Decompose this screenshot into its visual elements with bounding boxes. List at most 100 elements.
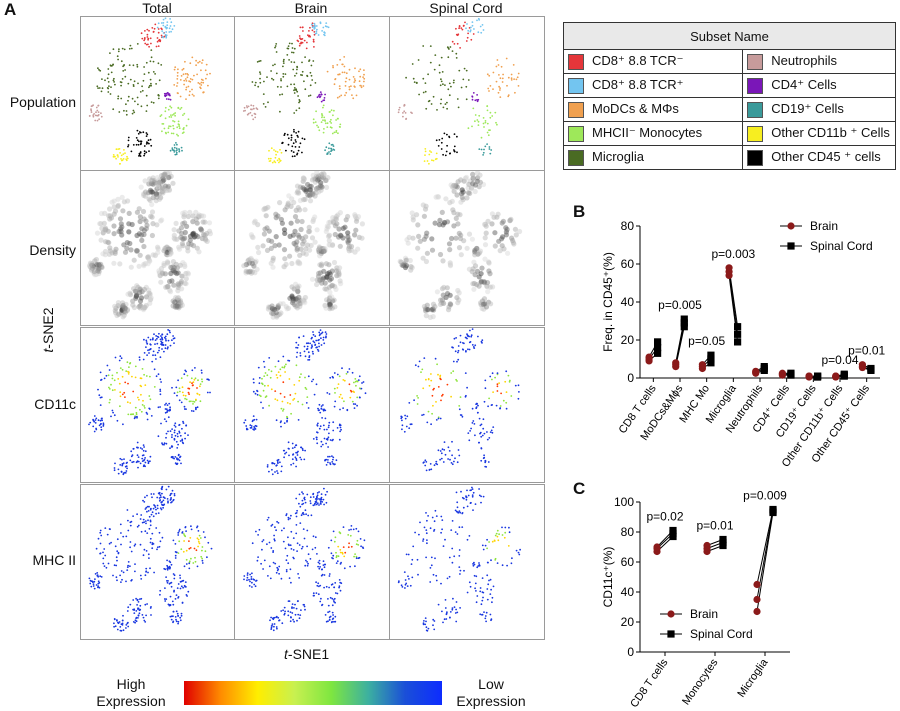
legend-label: MoDCs & MΦs <box>592 101 679 117</box>
legend-item-other-cd11b-cells: Other CD11b ⁺ Cells <box>742 121 896 146</box>
legend-swatch <box>747 149 764 166</box>
y-tick-label: 0 <box>627 645 634 659</box>
legend-label: CD4⁺ Cells <box>771 77 837 93</box>
p-value-microglia: p=0.009 <box>743 489 787 503</box>
legend-item-cd19-cells: CD19⁺ Cells <box>742 97 896 122</box>
tsne1-prefix: t <box>284 646 288 662</box>
point-brain <box>832 372 840 380</box>
category-group-microglia <box>725 264 742 346</box>
category-group-other-cd45-cells <box>858 361 875 374</box>
p-value-monocytes: p=0.01 <box>696 519 733 533</box>
tsne-cell-cd11c-brain <box>234 327 390 483</box>
legend-swatch <box>747 125 764 142</box>
point-brain <box>752 367 760 375</box>
subset-legend: Subset Name CD8⁺ 8.8 TCR⁻ Neutrophils CD8⁺… <box>562 22 896 170</box>
y-tick-label: 0 <box>627 371 634 385</box>
legend-item-microglia: Microglia <box>562 145 744 170</box>
point-spinal-cord <box>769 505 777 514</box>
legend-header: Subset Name <box>563 22 896 50</box>
category-group-cd4-cells <box>778 369 795 379</box>
category-group-cd8-t-cells <box>653 526 677 556</box>
point-brain <box>645 353 653 361</box>
x-tick-label-microglia: Microglia <box>735 656 771 700</box>
point-brain <box>858 361 866 369</box>
point-spinal-cord <box>707 351 715 359</box>
y-tick-label: 80 <box>621 525 635 539</box>
point-brain <box>703 541 711 550</box>
tsne-cell-density-total <box>80 170 236 326</box>
legend-item-cd8-8-8-tcr: CD8⁺ 8.8 TCR⁻ <box>562 49 744 74</box>
p-value-microglia: p=0.003 <box>711 247 755 261</box>
point-brain <box>753 607 761 616</box>
p-value-modcs-m-s: p=0.005 <box>658 298 702 312</box>
legend-swatch <box>568 125 584 142</box>
p-value-cd8-t-cells: p=0.02 <box>646 510 683 524</box>
point-spinal-cord <box>814 372 822 380</box>
tsne-cell-population-spinal-cord <box>389 16 545 172</box>
legend-marker-square <box>667 630 675 638</box>
legend-marker-circle <box>787 222 795 230</box>
colorbar-high-label: High Expression <box>86 676 176 710</box>
legend-label: MHCII⁻ Monocytes <box>592 125 703 141</box>
colorbar-low-label: Low Expression <box>446 676 536 710</box>
y-tick-label: 80 <box>621 219 635 233</box>
chart-c-cd11c: 0 20 40 60 80 100 CD11c⁺(%) CD8 T cells Monocyte… <box>601 489 790 708</box>
tsne-cell-density-brain <box>234 170 390 326</box>
chart-legend: Brain Spinal Cord <box>780 219 873 253</box>
colorbar-low-line1: Low <box>478 676 504 692</box>
tsne-cell-mhc-ii-total <box>80 484 236 640</box>
col-title-total: Total <box>142 0 172 16</box>
tsne2-text: SNE2 <box>40 307 56 345</box>
legend-item-neutrophils: Neutrophils <box>742 49 896 74</box>
point-brain <box>805 372 813 380</box>
y-axis-label: CD11c⁺(%) <box>601 547 615 608</box>
legend-swatch <box>568 101 584 118</box>
legend-swatch <box>568 77 584 94</box>
legend-item-cd8-8-8-tcr: CD8⁺ 8.8 TCR⁺ <box>562 73 744 98</box>
chart-legend: Brain Spinal Cord <box>660 607 753 641</box>
category-group-monocytes <box>703 535 727 556</box>
legend-label-spinal-cord: Spinal Cord <box>810 239 873 253</box>
panel-a-letter: A <box>4 0 17 19</box>
legend-label: Microglia <box>592 149 645 165</box>
category-group-neutrophils <box>752 363 768 377</box>
category-group-cd19-cells <box>805 372 822 381</box>
expression-colorbar <box>184 681 442 705</box>
legend-label: CD8⁺ 8.8 TCR⁻ <box>592 53 684 69</box>
point-spinal-cord <box>867 364 875 373</box>
row-label-mhcii: MHC II <box>32 552 76 568</box>
point-spinal-cord <box>734 338 742 346</box>
category-group-cd8-t-cells <box>645 338 662 365</box>
legend-label-brain: Brain <box>690 607 718 621</box>
point-spinal-cord <box>654 349 662 357</box>
tsne2-axis-label: t-SNE2 <box>40 307 56 353</box>
x-tick-label-cd8-t-cells: CD8 T cells <box>628 656 670 708</box>
category-group-microglia <box>753 505 777 616</box>
point-spinal-cord <box>707 355 715 363</box>
panel-c-letter: C <box>573 479 586 498</box>
tsne-cell-cd11c-spinal-cord <box>389 327 545 483</box>
point-spinal-cord <box>707 359 715 367</box>
y-tick-label: 40 <box>621 295 635 309</box>
legend-label: CD8⁺ 8.8 TCR⁺ <box>592 77 684 93</box>
point-spinal-cord <box>760 363 768 371</box>
point-spinal-cord <box>654 344 662 352</box>
panel-b-letter: B <box>573 202 586 221</box>
y-tick-label: 20 <box>621 615 635 629</box>
legend-marker-circle <box>667 610 675 618</box>
tsne-cell-mhc-ii-spinal-cord <box>389 484 545 640</box>
point-brain <box>725 264 733 272</box>
legend-swatch <box>747 53 764 70</box>
colorbar-high-line2: Expression <box>96 693 166 709</box>
y-axis-label: Freq. in CD45⁺(%) <box>601 252 615 352</box>
tsne-cell-population-total <box>80 16 236 172</box>
y-tick-label: 60 <box>621 257 635 271</box>
point-spinal-cord <box>734 323 742 331</box>
legend-label-spinal-cord: Spinal Cord <box>690 627 753 641</box>
legend-swatch <box>747 101 764 118</box>
point-brain <box>753 595 761 604</box>
point-spinal-cord <box>669 526 677 535</box>
legend-label: Other CD11b ⁺ Cells <box>771 125 890 141</box>
point-spinal-cord <box>680 315 688 323</box>
point-brain <box>672 359 680 367</box>
